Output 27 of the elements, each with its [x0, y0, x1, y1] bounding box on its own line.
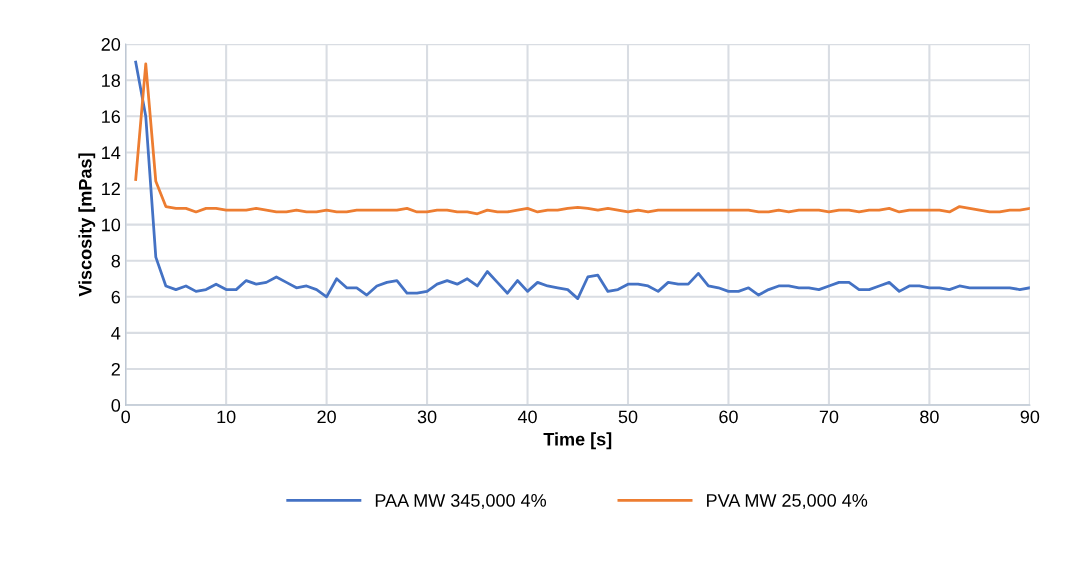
y-tick-label: 10 [102, 218, 121, 232]
x-tick-label: 90 [1020, 410, 1040, 424]
y-tick-label: 14 [102, 146, 121, 159]
x-tick-label: 10 [217, 410, 236, 424]
x-tick-label: 60 [719, 410, 738, 424]
y-tick-label: 0 [111, 399, 121, 412]
x-tick-label: 0 [121, 410, 130, 424]
y-tick-label: 2 [111, 362, 120, 376]
y-tick-label: 6 [111, 290, 121, 304]
y-tick-label: 12 [102, 182, 120, 196]
line-series [134, 62, 1030, 216]
x-tick-label: 40 [517, 410, 537, 424]
x-tick-label: 20 [317, 410, 336, 424]
legend-label: PAA MW 345,000 4% [375, 494, 547, 509]
y-tick-label: 18 [102, 74, 121, 87]
x-tick-label: 80 [920, 410, 939, 424]
y-axis-title: Viscosity [mPas] [78, 153, 96, 297]
line-series [134, 60, 1030, 301]
legend-label: PVA MW 25,000 4% [707, 494, 868, 509]
y-tick-label: 16 [102, 110, 121, 124]
x-tick-label: 70 [819, 410, 839, 424]
y-tick-label: 8 [111, 254, 121, 268]
x-axis-title: Time [s] [543, 432, 612, 450]
x-tick-label: 50 [618, 410, 638, 424]
y-tick-label: 20 [101, 38, 121, 51]
x-tick-label: 30 [417, 410, 437, 424]
y-tick-label: 4 [111, 327, 121, 340]
